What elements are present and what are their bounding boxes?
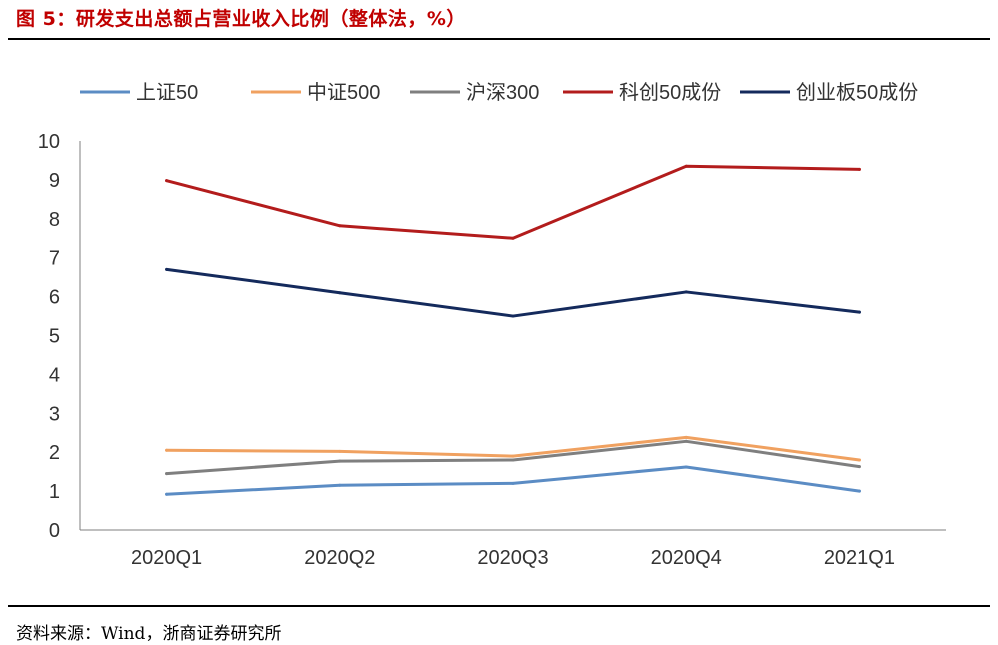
data-point (511, 481, 515, 485)
data-point (338, 291, 342, 295)
series-4 (165, 164, 861, 240)
legend-label: 创业板50成份 (796, 81, 918, 104)
data-point (338, 449, 342, 453)
series-line (165, 164, 861, 240)
data-point (165, 267, 169, 271)
y-tick-label: 3 (49, 403, 60, 425)
x-tick-label: 2020Q1 (131, 547, 202, 569)
data-point (857, 489, 861, 493)
x-axis-tick-labels: 2020Q1 2020Q2 2020Q3 2020Q4 2021Q1 (131, 547, 895, 569)
data-point (511, 454, 515, 458)
y-tick-label: 8 (49, 209, 60, 231)
y-tick-label: 10 (38, 131, 60, 153)
data-point (338, 483, 342, 487)
y-tick-label: 9 (49, 170, 60, 192)
data-point (165, 472, 169, 476)
data-point (684, 435, 688, 439)
data-point (857, 458, 861, 462)
series-lines (165, 164, 861, 496)
data-point (684, 439, 688, 443)
legend-item: 沪深300 (410, 81, 539, 104)
y-tick-label: 6 (49, 287, 60, 309)
series-5 (165, 267, 861, 318)
data-point (165, 179, 169, 183)
legend-label: 中证500 (307, 81, 380, 104)
x-tick-label: 2020Q2 (304, 547, 375, 569)
data-point (165, 448, 169, 452)
legend-label: 科创50成份 (619, 81, 721, 104)
chart-axes (79, 141, 946, 531)
data-point (684, 465, 688, 469)
data-point (857, 167, 861, 171)
legend-item: 上证50 (80, 81, 198, 104)
data-point (684, 164, 688, 168)
series-line (165, 267, 861, 318)
legend-label: 沪深300 (466, 81, 539, 104)
data-point (338, 459, 342, 463)
y-tick-label: 7 (49, 248, 60, 270)
series-1 (165, 465, 861, 496)
data-point (338, 224, 342, 228)
data-point (511, 236, 515, 240)
figure-title: 图 5：研发支出总额占营业收入比例（整体法，%） (16, 8, 466, 30)
data-point (857, 310, 861, 314)
y-tick-label: 4 (49, 364, 60, 386)
data-point (165, 492, 169, 496)
data-point (857, 465, 861, 469)
y-tick-label: 2 (49, 442, 60, 464)
y-tick-label: 1 (49, 481, 60, 503)
x-tick-label: 2020Q4 (651, 547, 722, 569)
y-axis-tick-labels: 0 1 2 3 4 5 6 7 8 9 10 (38, 131, 60, 542)
x-tick-label: 2020Q3 (477, 547, 548, 569)
series-2 (165, 435, 861, 462)
chart-legend: 上证50 中证500 沪深300 科创50成份 创业板50成份 (80, 81, 918, 104)
legend-item: 科创50成份 (563, 81, 721, 104)
series-line (165, 465, 861, 496)
x-tick-label: 2021Q1 (824, 547, 895, 569)
y-tick-label: 5 (49, 326, 60, 348)
top-rule (8, 38, 990, 40)
legend-item: 中证500 (251, 81, 380, 104)
data-point (511, 314, 515, 318)
data-point (511, 458, 515, 462)
series-3 (165, 439, 861, 476)
source-note: 资料来源：Wind，浙商证券研究所 (16, 624, 282, 644)
line-chart: 上证50 中证500 沪深300 科创50成份 创业板50成份 0 1 2 3 4 5 6 7 8 9 10… (38, 81, 946, 569)
bottom-rule (8, 605, 990, 607)
y-tick-label: 0 (49, 520, 60, 542)
data-point (684, 290, 688, 294)
legend-item: 创业板50成份 (740, 81, 918, 104)
legend-label: 上证50 (136, 81, 198, 104)
